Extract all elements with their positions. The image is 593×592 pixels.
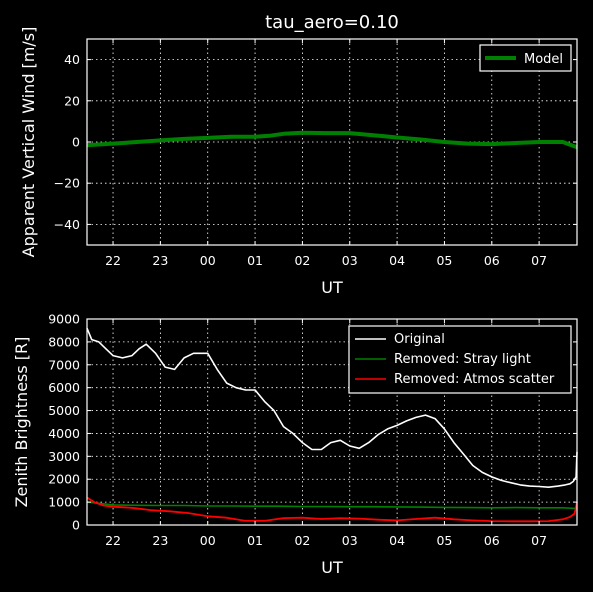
- legend-label-model: Model: [524, 52, 563, 67]
- x-tick-label: 04: [389, 253, 405, 268]
- y-tick-label: 6000: [48, 380, 80, 395]
- y-tick-label: 2000: [48, 472, 80, 487]
- x-tick-label: 05: [436, 253, 452, 268]
- x-axis-label: UT: [321, 278, 343, 297]
- legend-label-stray-light: Removed: Stray light: [394, 352, 531, 367]
- series-group: [86, 327, 578, 523]
- x-tick-label: 06: [484, 533, 500, 548]
- x-tick-label: 07: [531, 533, 547, 548]
- x-tick-label: 00: [200, 253, 216, 268]
- x-tick-label: 23: [152, 253, 168, 268]
- y-tick-label: 3000: [48, 449, 80, 464]
- y-axis-label: Apparent Vertical Wind [m/s]: [19, 27, 38, 258]
- x-tick-label: 04: [389, 533, 405, 548]
- y-tick-label: 0: [72, 135, 80, 150]
- series-line: [86, 496, 578, 523]
- x-tick-label: 01: [247, 533, 263, 548]
- y-tick-label: 1000: [48, 495, 80, 510]
- x-tick-label: 03: [342, 533, 358, 548]
- x-tick-label: 00: [200, 533, 216, 548]
- legend-label-atmos-scatter: Removed: Atmos scatter: [394, 372, 555, 387]
- y-tick-label: −40: [54, 217, 80, 232]
- x-axis-label: UT: [321, 558, 343, 577]
- x-tick-label: 02: [294, 253, 310, 268]
- chart-title: tau_aero=0.10: [265, 12, 399, 33]
- plot-frame: [86, 318, 578, 526]
- x-tick-label: 06: [484, 253, 500, 268]
- series-line: [86, 501, 578, 510]
- y-axis-label: Zenith Brightness [R]: [12, 337, 31, 508]
- grid: [87, 39, 577, 245]
- x-tick-label: 01: [247, 253, 263, 268]
- x-tick-label: 02: [294, 533, 310, 548]
- y-tick-label: 20: [64, 93, 80, 108]
- y-tick-label: 40: [64, 52, 80, 67]
- series-line: [86, 130, 578, 150]
- legend: Original Removed: Stray light Removed: A…: [348, 325, 572, 394]
- y-tick-label: 7000: [48, 357, 80, 372]
- x-tick-label: 07: [531, 253, 547, 268]
- series-line: [86, 327, 578, 488]
- legend-label-original: Original: [394, 332, 445, 347]
- y-tick-label: 0: [72, 518, 80, 533]
- series-group: [86, 130, 578, 150]
- legend: Model: [479, 44, 572, 72]
- zenith-brightness-panel: 22 23 00 01 02 03 04 05 06 07 0 1000 2000 3000 4000 500…: [12, 312, 578, 577]
- y-tick-label: −20: [54, 176, 80, 191]
- x-tick-label: 23: [152, 533, 168, 548]
- x-tick-label: 03: [342, 253, 358, 268]
- y-tick-label: 5000: [48, 403, 80, 418]
- y-tick-label: 8000: [48, 334, 80, 349]
- y-tick-label: 4000: [48, 426, 80, 441]
- x-tick-label: 22: [105, 253, 121, 268]
- x-tick-label: 05: [436, 533, 452, 548]
- y-tick-label: 9000: [48, 312, 80, 327]
- x-tick-label: 22: [105, 533, 121, 548]
- vertical-wind-panel: tau_aero=0.10 22 23 00 01 02 03 04 05 06 07 −40 −20…: [19, 12, 578, 297]
- ticks: 22 23 00 01 02 03 04 05 06 07 −40 −20 0 20 40: [54, 39, 577, 268]
- ticks: 22 23 00 01 02 03 04 05 06 07 0 1000 2000 3000 4000 500…: [48, 312, 577, 548]
